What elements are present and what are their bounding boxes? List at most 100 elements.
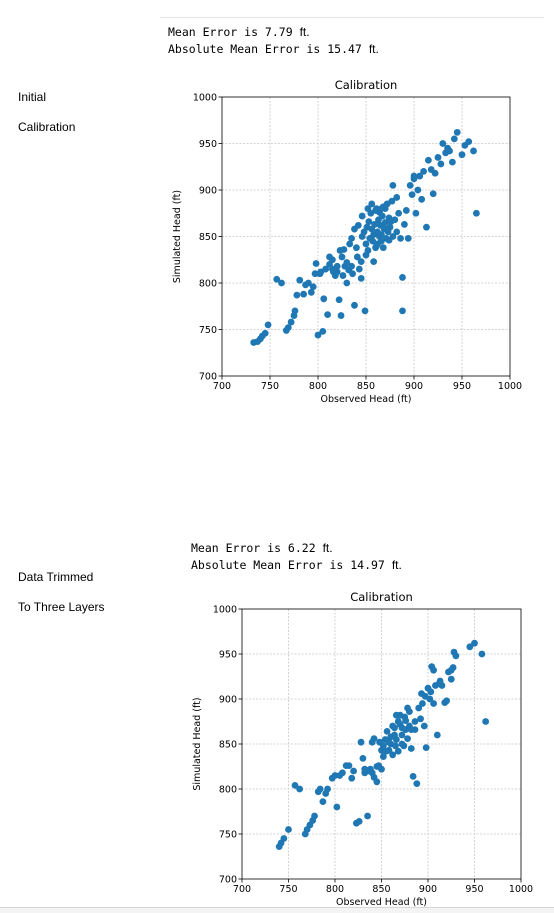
- scatter-point: [336, 247, 344, 254]
- x-tick-label: 900: [405, 381, 423, 392]
- scatter-point: [446, 147, 453, 155]
- scatter-point: [482, 718, 490, 725]
- y-tick-label: 1000: [193, 92, 217, 103]
- scatter-point: [473, 209, 480, 217]
- scatter-point: [370, 258, 378, 266]
- scatter-point: [471, 639, 478, 647]
- scatter-point: [364, 812, 371, 820]
- scatter-point: [470, 147, 477, 155]
- scatter-point: [392, 742, 399, 750]
- scatter-point: [319, 798, 327, 805]
- scatter-point: [387, 733, 395, 741]
- scatter-point: [458, 151, 466, 159]
- scatter-point: [368, 200, 376, 208]
- x-tick-label: 850: [357, 381, 375, 392]
- scatter-point: [365, 218, 373, 226]
- scatter-point: [399, 307, 406, 315]
- scatter-point: [343, 259, 351, 266]
- scatter-point: [394, 747, 402, 755]
- scatter-point: [291, 782, 299, 789]
- y-tick-label: 800: [199, 278, 217, 289]
- scatter-point: [408, 191, 416, 199]
- scatter-point: [309, 283, 317, 291]
- scatter-point: [373, 205, 380, 213]
- scatter-point: [415, 704, 423, 712]
- scatter-point: [399, 274, 406, 281]
- x-tick-label: 850: [372, 884, 390, 895]
- scatter-point: [364, 205, 372, 213]
- scatter-point: [439, 140, 447, 147]
- scatter-point: [362, 240, 370, 248]
- abs-mean-error-text-1: Absolute Mean Error is 15.47 ft.: [168, 42, 379, 56]
- mean-error-text-1: Mean Error is 7.79 ft.: [168, 25, 310, 39]
- scatter-point: [324, 311, 331, 319]
- scatter-point: [383, 225, 391, 233]
- scatter-point: [305, 279, 312, 287]
- scatter-point: [420, 722, 428, 730]
- scatter-point: [351, 301, 358, 309]
- scatter-point: [391, 216, 399, 224]
- scatter-point: [338, 253, 346, 261]
- scatter-point: [324, 785, 331, 793]
- scatter-point: [391, 724, 398, 732]
- scatter-point: [465, 138, 473, 146]
- x-tick-label: 750: [279, 884, 297, 895]
- chart-title: Calibration: [335, 78, 398, 92]
- y-tick-label: 1000: [213, 604, 237, 615]
- scatter-point: [407, 745, 415, 752]
- scatter-point: [404, 234, 412, 242]
- scatter-point: [377, 231, 385, 239]
- scatter-point: [382, 747, 390, 755]
- scatter-point: [447, 666, 455, 674]
- y-tick-label: 750: [219, 829, 237, 840]
- scatter-point: [389, 751, 397, 759]
- x-tick-label: 800: [326, 884, 344, 895]
- scatter-point: [425, 156, 432, 164]
- scatter-point: [419, 700, 426, 707]
- scatter-point: [392, 711, 400, 719]
- scatter-point: [293, 291, 301, 299]
- scatter-point: [417, 715, 424, 723]
- scatter-point: [430, 700, 437, 707]
- abs-mean-error-text-2: Absolute Mean Error is 14.97 ft.: [191, 558, 402, 572]
- scatter-point: [320, 295, 328, 303]
- scatter-point: [466, 643, 474, 651]
- y-axis-label: Simulated Head (ft): [192, 697, 203, 790]
- scatter-point: [357, 738, 365, 746]
- scatter-point: [429, 190, 437, 198]
- scatter-point: [453, 128, 461, 136]
- y-tick-label: 750: [199, 325, 217, 336]
- x-tick-label: 900: [419, 884, 437, 895]
- scatter-point: [433, 731, 441, 739]
- y-tick-label: 700: [199, 371, 217, 382]
- scatter-point: [346, 240, 354, 248]
- scatter-point: [316, 785, 324, 793]
- scatter-point: [280, 835, 288, 842]
- scatter-point: [335, 296, 343, 304]
- scatter-point: [284, 324, 292, 332]
- y-tick-label: 850: [219, 739, 237, 750]
- scatter-point: [385, 738, 393, 746]
- scatter-point: [373, 763, 381, 770]
- scatter-point: [355, 818, 363, 825]
- scatter-point: [449, 158, 456, 166]
- scatter-point: [307, 288, 315, 296]
- scatter-point: [377, 205, 385, 213]
- y-tick-label: 800: [219, 784, 237, 795]
- scatter-point: [326, 253, 333, 261]
- scatter-point: [379, 753, 387, 760]
- scatter-point: [407, 726, 415, 733]
- scatter-point: [357, 274, 365, 282]
- scatter-point: [354, 221, 362, 229]
- scatter-point: [373, 778, 381, 786]
- y-tick-label: 900: [199, 185, 217, 196]
- scatter-point: [395, 209, 403, 217]
- scatter-point: [423, 223, 430, 231]
- x-axis-label: Observed Head (ft): [336, 897, 427, 908]
- scatter-point: [411, 718, 419, 725]
- scatter-point: [348, 774, 356, 782]
- x-tick-label: 1000: [509, 884, 533, 895]
- scatter-point: [478, 650, 486, 658]
- x-axis-label: Observed Head (ft): [321, 394, 412, 405]
